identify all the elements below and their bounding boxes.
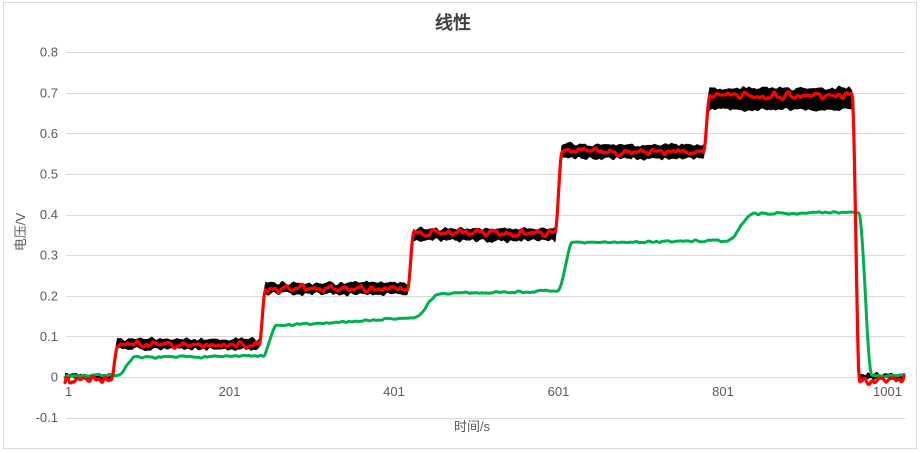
chart-title: 线性 <box>435 12 471 33</box>
chart-border <box>3 2 917 449</box>
x-tick-label: 1001 <box>873 384 902 399</box>
y-tick-label: 0.7 <box>40 85 58 100</box>
y-tick-label: 0.8 <box>40 45 58 60</box>
series-group <box>63 85 906 386</box>
series-red-line <box>63 90 906 386</box>
y-tick-label: -0.1 <box>36 410 58 425</box>
y-tick-label: 0.6 <box>40 126 58 141</box>
y-tick-label: 0.2 <box>40 288 58 303</box>
x-tick-label: 401 <box>383 384 405 399</box>
x-tick-label: 601 <box>548 384 570 399</box>
y-tick-label: 0.4 <box>40 207 58 222</box>
y-tick-label: 0 <box>51 370 58 385</box>
y-tick-label: 0.5 <box>40 167 58 182</box>
y-axis-tick-labels: -0.1 0 0.1 0.2 0.3 0.4 0.5 0.6 0.7 0.8 <box>36 45 58 425</box>
y-tick-label: 0.1 <box>40 329 58 344</box>
x-axis-tick-labels: 1 201 401 601 801 1001 <box>65 384 902 399</box>
series-green-line <box>63 210 906 379</box>
x-tick-label: 801 <box>712 384 734 399</box>
y-tick-label: 0.3 <box>40 248 58 263</box>
x-tick-label: 1 <box>65 384 72 399</box>
x-tick-label: 201 <box>219 384 241 399</box>
y-axis-title: 电压/V <box>13 213 28 252</box>
x-axis-title: 时间/s <box>454 419 491 434</box>
